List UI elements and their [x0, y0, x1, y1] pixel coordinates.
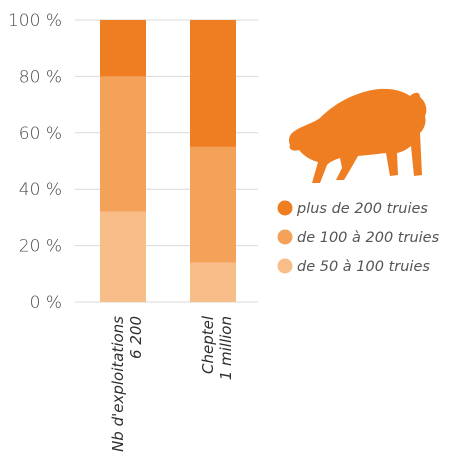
- y-tick-label: 40 %: [19, 180, 62, 200]
- x-category-label: Cheptel 1 million: [199, 315, 235, 380]
- legend-item: plus de 200 truies: [277, 200, 428, 217]
- x-category-label: Nb d'exploitations 6 200: [109, 316, 145, 452]
- bar-segment: [190, 146, 236, 263]
- x-category-name: Nb d'exploitations: [109, 316, 127, 452]
- legend-swatch: [277, 229, 293, 245]
- bar-segment: [190, 262, 236, 302]
- y-tick-label: 100 %: [8, 11, 62, 31]
- x-category-name: Cheptel: [199, 315, 217, 374]
- pig-silhouette-icon: [288, 88, 427, 183]
- pig-icon: [288, 88, 427, 183]
- legend-swatch: [277, 200, 293, 216]
- legend-item: de 100 à 200 truies: [277, 229, 440, 246]
- y-tick-label: 60 %: [19, 124, 62, 144]
- x-category-value: 1 million: [217, 316, 235, 380]
- x-axis-category-labels: Nb d'exploitations 6 200 Cheptel 1 million: [109, 315, 235, 452]
- y-axis-tick-labels: 0 % 20 % 40 % 60 % 80 % 100 %: [8, 11, 62, 313]
- legend-label: plus de 200 truies: [296, 201, 428, 217]
- x-category-value: 6 200: [127, 316, 145, 359]
- legend-label: de 50 à 100 truies: [297, 259, 430, 275]
- y-tick-label: 20 %: [19, 237, 62, 257]
- y-tick-label: 0 %: [30, 293, 62, 313]
- y-tick-label: 80 %: [19, 67, 62, 87]
- bar-segment: [100, 76, 146, 212]
- legend-item: de 50 à 100 truies: [277, 258, 430, 275]
- bar-segment: [100, 211, 146, 302]
- legend-swatch: [277, 258, 293, 274]
- bar-segment: [190, 20, 236, 147]
- legend: plus de 200 truies de 100 à 200 truies de …: [277, 200, 440, 275]
- bars: [100, 20, 236, 302]
- bar-segment: [100, 20, 146, 77]
- legend-label: de 100 à 200 truies: [297, 230, 440, 246]
